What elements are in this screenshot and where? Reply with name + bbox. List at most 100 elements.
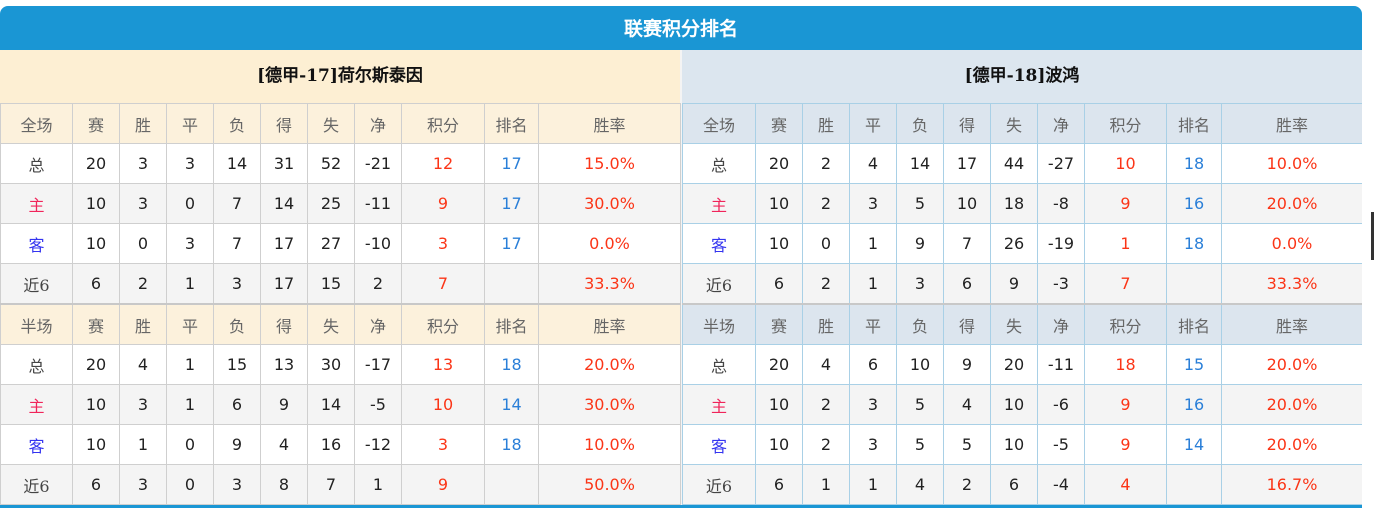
wins-cell: 2 bbox=[802, 263, 850, 305]
points-cell: 18 bbox=[1084, 344, 1167, 385]
column-header: 积分 bbox=[401, 103, 485, 144]
rank-cell bbox=[484, 263, 539, 305]
wins-cell: 2 bbox=[119, 263, 167, 305]
scrollbar[interactable] bbox=[1371, 212, 1374, 260]
played-cell: 10 bbox=[72, 223, 120, 264]
points-cell: 7 bbox=[1084, 263, 1167, 305]
row-label-cell: 客 bbox=[682, 223, 756, 264]
win-rate-cell: 33.3% bbox=[538, 263, 681, 305]
full-header-row: 全场赛胜平负得失净积分 排名 胜率 bbox=[0, 103, 681, 144]
column-header: 排名 bbox=[1166, 103, 1222, 144]
goal-diff-cell: 1 bbox=[354, 464, 402, 505]
played-cell: 6 bbox=[755, 263, 803, 305]
losses-cell: 3 bbox=[213, 263, 261, 305]
losses-cell: 14 bbox=[213, 143, 261, 184]
points-cell: 9 bbox=[1084, 183, 1167, 224]
column-header: 得 bbox=[943, 103, 991, 144]
goals-against-cell: 18 bbox=[990, 183, 1038, 224]
played-cell: 6 bbox=[72, 263, 120, 305]
losses-cell: 5 bbox=[896, 384, 944, 425]
rank-cell: 18 bbox=[1166, 143, 1222, 184]
row-label-cell: 主 bbox=[682, 183, 756, 224]
goals-for-cell: 7 bbox=[943, 223, 991, 264]
played-cell: 20 bbox=[755, 143, 803, 184]
table-row: 客 10 0 1 9 7 26 -19 1 18 0.0% bbox=[682, 223, 1362, 264]
row-label-cell: 主 bbox=[682, 384, 756, 425]
win-rate-cell: 30.0% bbox=[538, 183, 681, 224]
played-cell: 6 bbox=[72, 464, 120, 505]
goals-against-cell: 7 bbox=[307, 464, 355, 505]
rank-cell: 14 bbox=[1166, 424, 1222, 465]
column-header: 半场 bbox=[0, 303, 73, 345]
win-rate-cell: 33.3% bbox=[1221, 263, 1362, 305]
draws-cell: 6 bbox=[849, 344, 897, 385]
column-header: 积分 bbox=[1084, 303, 1167, 345]
column-header: 胜 bbox=[802, 303, 850, 345]
goals-for-cell: 5 bbox=[943, 424, 991, 465]
column-header: 失 bbox=[307, 303, 355, 345]
column-header: 胜 bbox=[119, 103, 167, 144]
goals-for-cell: 6 bbox=[943, 263, 991, 305]
row-label-cell: 客 bbox=[682, 424, 756, 465]
points-cell: 9 bbox=[401, 183, 485, 224]
goals-against-cell: 44 bbox=[990, 143, 1038, 184]
widget-title: 联赛积分排名 bbox=[0, 6, 1362, 50]
table-row: 客 10 2 3 5 5 10 -5 9 14 20.0% bbox=[682, 424, 1362, 465]
draws-cell: 0 bbox=[166, 424, 214, 465]
column-header: 净 bbox=[354, 303, 402, 345]
goal-diff-cell: -4 bbox=[1037, 464, 1085, 505]
goals-against-cell: 14 bbox=[307, 384, 355, 425]
wins-cell: 4 bbox=[119, 344, 167, 385]
wins-cell: 2 bbox=[802, 424, 850, 465]
goals-for-cell: 14 bbox=[260, 183, 308, 224]
row-label-cell: 总 bbox=[0, 344, 73, 385]
draws-cell: 1 bbox=[166, 263, 214, 305]
draws-cell: 0 bbox=[166, 183, 214, 224]
standings-table: 全场赛胜平负得失净积分 排名 胜率总 20 2 4 14 17 44 -27 10 18 10.0% 主 1… bbox=[682, 103, 1362, 505]
row-label-cell: 近6 bbox=[682, 263, 756, 305]
goals-against-cell: 20 bbox=[990, 344, 1038, 385]
column-header: 平 bbox=[849, 103, 897, 144]
column-header: 排名 bbox=[1166, 303, 1222, 345]
row-label-cell: 主 bbox=[0, 183, 73, 224]
column-header: 负 bbox=[213, 303, 261, 345]
column-header: 半场 bbox=[682, 303, 756, 345]
draws-cell: 1 bbox=[166, 384, 214, 425]
played-cell: 10 bbox=[755, 384, 803, 425]
goals-for-cell: 13 bbox=[260, 344, 308, 385]
goals-for-cell: 2 bbox=[943, 464, 991, 505]
column-header: 胜率 bbox=[1221, 103, 1362, 144]
rank-cell: 15 bbox=[1166, 344, 1222, 385]
goals-against-cell: 52 bbox=[307, 143, 355, 184]
played-cell: 20 bbox=[755, 344, 803, 385]
draws-cell: 1 bbox=[849, 464, 897, 505]
table-row: 总 20 4 1 15 13 30 -17 13 18 20.0% bbox=[0, 344, 681, 385]
goal-diff-cell: -17 bbox=[354, 344, 402, 385]
rank-cell bbox=[1166, 263, 1222, 305]
column-header: 净 bbox=[1037, 303, 1085, 345]
wins-cell: 0 bbox=[119, 223, 167, 264]
goals-against-cell: 10 bbox=[990, 424, 1038, 465]
goals-against-cell: 10 bbox=[990, 384, 1038, 425]
goals-for-cell: 4 bbox=[943, 384, 991, 425]
win-rate-cell: 20.0% bbox=[1221, 344, 1362, 385]
win-rate-cell: 20.0% bbox=[538, 344, 681, 385]
goals-for-cell: 4 bbox=[260, 424, 308, 465]
wins-cell: 1 bbox=[119, 424, 167, 465]
win-rate-cell: 0.0% bbox=[1221, 223, 1362, 264]
goal-diff-cell: -5 bbox=[354, 384, 402, 425]
played-cell: 10 bbox=[72, 384, 120, 425]
column-header: 赛 bbox=[755, 303, 803, 345]
wins-cell: 3 bbox=[119, 464, 167, 505]
table-row: 总 20 4 6 10 9 20 -11 18 15 20.0% bbox=[682, 344, 1362, 385]
win-rate-cell: 20.0% bbox=[1221, 384, 1362, 425]
goals-against-cell: 16 bbox=[307, 424, 355, 465]
points-cell: 10 bbox=[1084, 143, 1167, 184]
team-name: [德甲-17]荷尔斯泰因 bbox=[0, 50, 680, 103]
rank-cell bbox=[484, 464, 539, 505]
rank-cell: 16 bbox=[1166, 384, 1222, 425]
win-rate-cell: 16.7% bbox=[1221, 464, 1362, 505]
row-label-cell: 客 bbox=[0, 424, 73, 465]
full-header-row: 全场赛胜平负得失净积分 排名 胜率 bbox=[682, 103, 1362, 144]
rank-cell: 16 bbox=[1166, 183, 1222, 224]
